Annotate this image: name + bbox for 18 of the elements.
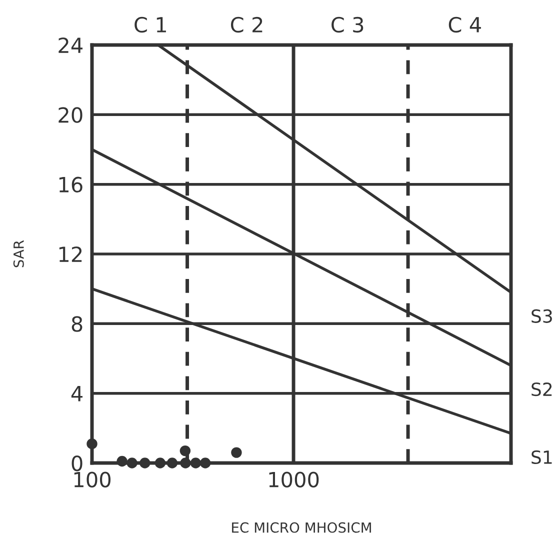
y-tick-label: 0 — [72, 455, 82, 472]
text: C 3 — [332, 16, 364, 33]
series-label: S3 — [532, 309, 552, 323]
series-label: S2 — [532, 382, 552, 396]
y-tick-label: 20 — [58, 107, 82, 123]
y-tick-label: 12 — [59, 246, 82, 262]
text: C 2 — [230, 16, 262, 33]
y-tick-label: 8 — [72, 316, 82, 332]
text: C 4 — [448, 16, 481, 33]
y-axis-title: SAR — [13, 240, 24, 268]
series-label: S1 — [532, 450, 552, 464]
text: C 1 — [134, 16, 166, 33]
y-tick-label: 24 — [58, 37, 82, 53]
y-tick-label: 16 — [59, 176, 82, 193]
x-tick-label: 100 — [74, 472, 110, 488]
x-axis-title: EC MICRO MHOSICM — [232, 522, 371, 533]
y-tick-label: 4 — [71, 386, 82, 402]
x-tick-label: 1000 — [269, 472, 319, 488]
